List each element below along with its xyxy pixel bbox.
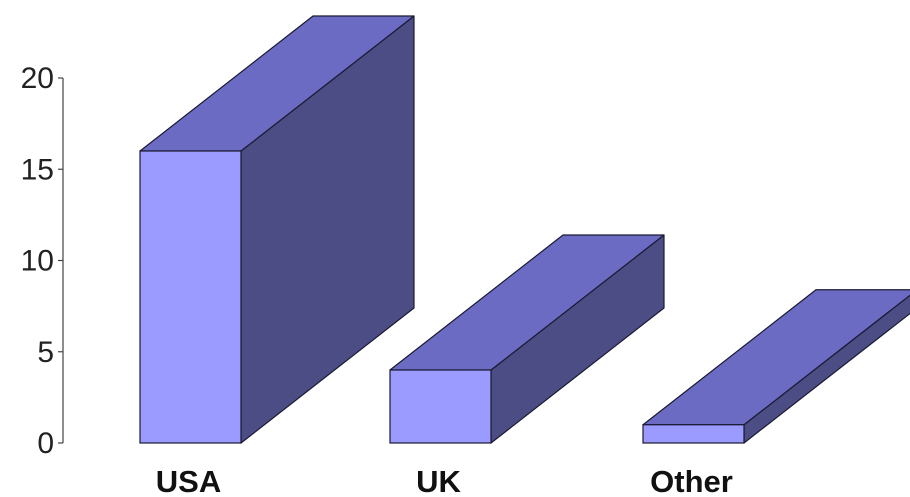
bar-other: [642, 289, 910, 444]
category-label: Other: [650, 464, 733, 497]
y-tick-label: 0: [37, 427, 54, 460]
y-tick-label: 20: [21, 62, 54, 95]
bar-front-face: [642, 424, 745, 444]
y-tick-label: 10: [21, 245, 54, 278]
bar-usa: [139, 15, 415, 444]
y-tick-label: 5: [37, 336, 54, 369]
bar-uk: [389, 234, 665, 444]
bars: [139, 15, 910, 444]
bar-front-face: [389, 369, 492, 444]
bar-front-face: [139, 150, 242, 444]
y-axis: 0 5 10 15 20: [21, 62, 64, 460]
y-tick-label: 15: [21, 153, 54, 186]
category-labels: USA UK Other: [156, 464, 733, 497]
category-label: UK: [416, 464, 461, 497]
category-label: USA: [156, 464, 221, 497]
